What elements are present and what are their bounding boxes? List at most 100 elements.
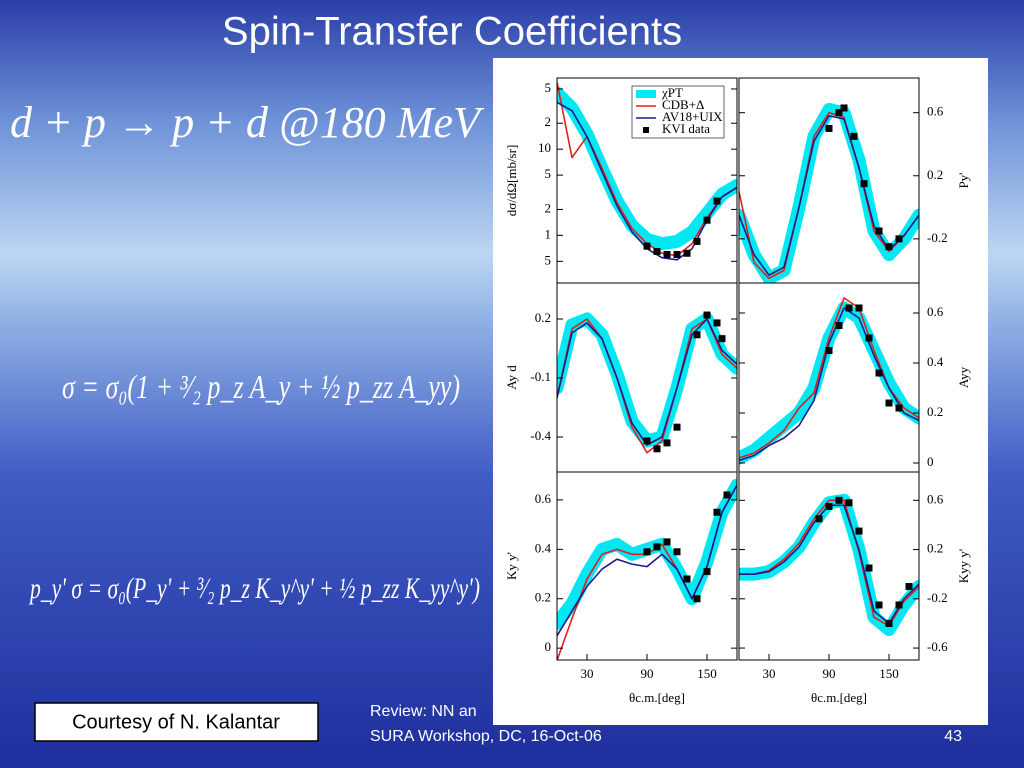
data-point [895,404,903,412]
data-point [643,242,651,250]
data-point [835,322,843,329]
y-tick-label: -0.4 [530,428,551,443]
plot-area [557,81,737,261]
data-point [850,132,858,140]
data-point [703,568,711,576]
x-tick-label: 150 [879,666,899,681]
y-tick-label: 0.2 [927,541,943,556]
data-point [875,369,883,377]
data-point [693,237,701,245]
data-point [643,548,651,556]
y-tick-label: 0.6 [927,304,944,319]
y-tick-label: -0.1 [530,369,551,384]
data-point [840,104,848,112]
data-point [825,124,833,132]
y-tick-label: 0.2 [927,404,943,419]
y-axis-label: Kyy y' [956,549,971,583]
data-point [855,304,863,312]
theory-band [557,86,737,251]
legend-label: KVI data [662,121,710,136]
theory-curve [557,484,737,637]
plot-area [557,311,737,454]
data-point [885,399,893,407]
x-tick-label: 150 [697,666,717,681]
x-tick-label: 90 [823,666,836,681]
data-point [693,331,701,339]
data-point [825,502,833,510]
plot-area [739,297,919,465]
data-point [683,575,691,583]
equation: d + p → p + d @180 MeV [10,98,485,147]
x-tick-label: 30 [581,666,594,681]
data-point [895,601,903,609]
data-point [835,496,843,504]
data-point [855,527,863,535]
y-tick-label: 0.2 [535,310,551,325]
y-tick-label: 0.4 [535,540,552,555]
legend-label: χPT [661,85,683,100]
data-point [643,437,651,445]
slide-title: Spin-Transfer Coefficients [222,10,682,54]
data-point [683,249,691,257]
x-axis-label: θc.m.[deg] [629,690,685,705]
data-point [825,347,833,354]
data-point [905,582,913,590]
y-axis-label: Ayy [956,366,971,388]
y-tick-label: 5 [545,80,552,95]
y-tick-label: -0.2 [927,590,948,605]
data-point [673,548,681,556]
legend-label: AV18+UIX [662,109,723,124]
data-point [663,439,671,447]
data-point [713,319,721,327]
plot-area [739,103,919,283]
y-axis-label: Ay d [504,365,519,390]
theory-curve [557,318,737,446]
page-number: 43 [944,728,962,745]
plot-area [557,478,737,660]
data-point [693,595,701,603]
data-point [713,197,721,205]
y-tick-label: 0.2 [535,590,551,605]
y-tick-label: 1 [545,226,552,241]
data-point [703,311,711,319]
data-point [860,180,868,188]
data-point [653,445,661,453]
data-point [865,334,873,342]
y-tick-label: 5 [545,166,552,181]
data-point [673,250,681,258]
x-tick-label: 30 [763,666,776,681]
data-point [815,515,823,523]
footer-text: Review: NN an [370,703,477,720]
data-point [653,247,661,255]
legend-swatch [636,90,656,98]
data-point [865,564,873,572]
y-tick-label: 0.6 [927,104,944,119]
data-point [875,601,883,609]
y-tick-label: 0.4 [927,354,944,369]
data-point [653,543,661,551]
y-tick-label: 0 [545,639,552,654]
theory-curve [739,307,919,462]
data-point [875,227,883,235]
equation: p_y' σ = σ₀(P_y' + ³⁄₂ p_z K_y^y' + ½ p_… [29,572,480,605]
data-point [895,235,903,243]
x-tick-label: 90 [641,666,654,681]
y-tick-label: 0.6 [535,491,552,506]
data-point [673,423,681,431]
y-tick-label: 2 [545,114,552,129]
courtesy-text: Courtesy of N. Kalantar [72,711,280,733]
y-axis-label: dσ/dΩ[mb/sr] [504,145,519,217]
y-tick-label: 0.6 [927,491,944,506]
y-tick-label: 0 [927,454,934,469]
data-point [845,304,853,312]
equation: σ = σ₀(1 + ³⁄₂ p_z A_y + ½ p_zz A_yy) [62,369,460,406]
y-tick-label: -0.2 [927,230,948,245]
data-point [718,335,726,343]
figure-panel [493,58,988,725]
plot-area [739,493,919,637]
legend-label: CDB+Δ [662,97,704,112]
y-tick-label: 5 [545,252,552,267]
